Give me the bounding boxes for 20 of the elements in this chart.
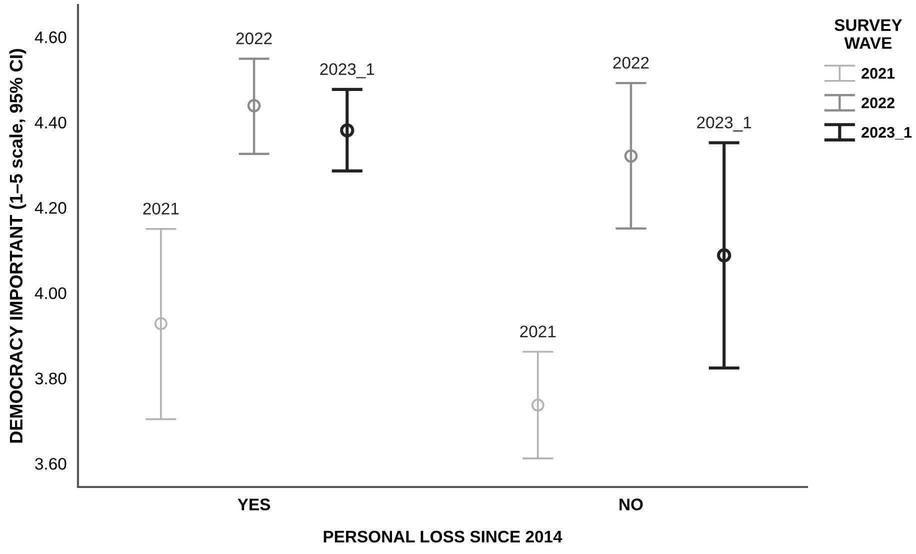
x-tick-label: YES [238, 498, 270, 510]
x-tick-label: NO [620, 498, 643, 510]
y-axis-title: DEMOCRACY IMPORTANT (1–5 scale, 95% CI) [9, 49, 26, 443]
text: 2022 [613, 56, 649, 69]
y-tick-label: 3.80 [35, 372, 66, 384]
y-tick-label: 4.20 [34, 202, 66, 214]
text: 2023_1 [697, 116, 752, 132]
y-tick-label: 4.60 [34, 31, 66, 44]
y-tick-label: 4.40 [34, 116, 66, 129]
legend-label: 2022 [862, 97, 894, 108]
text: 2022 [236, 32, 272, 44]
text: 2023_1 [320, 63, 374, 78]
x-axis-title: PERSONAL LOSS SINCE 2014 [324, 530, 562, 543]
legend-label: 2021 [862, 68, 895, 79]
text: 2021 [520, 326, 556, 338]
legend-label: 2023_1 [862, 126, 912, 140]
y-tick-label: 4.00 [34, 287, 66, 300]
legend-title: SURVEY WAVE [834, 19, 902, 49]
y-tick-label: 3.60 [35, 458, 66, 470]
text: 2021 [143, 202, 179, 215]
